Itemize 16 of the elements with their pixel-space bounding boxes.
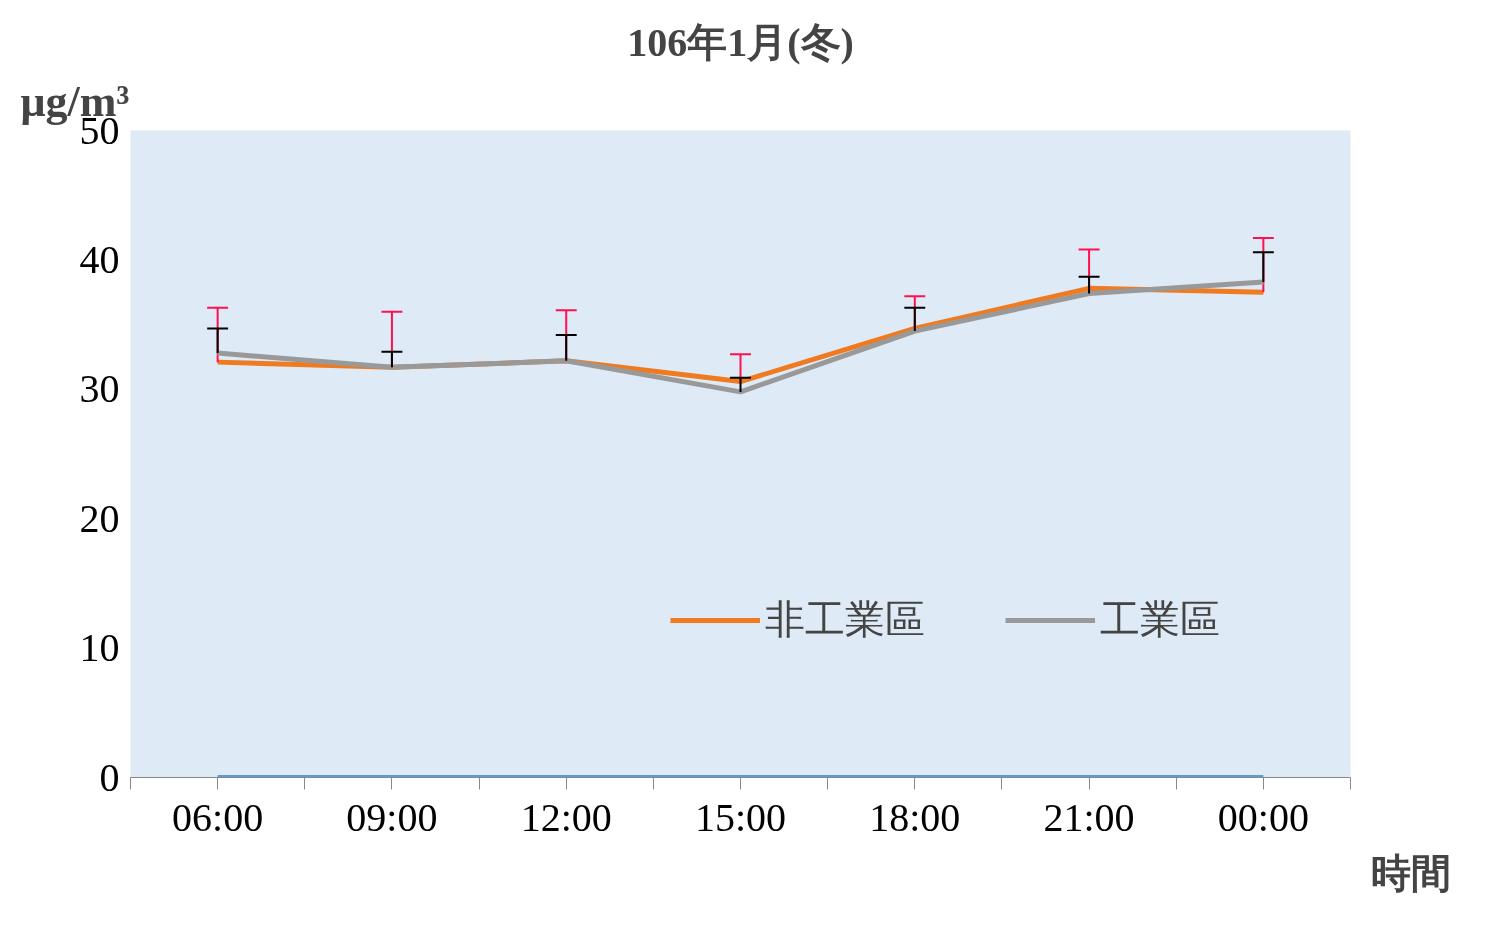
x-tick-label: 15:00 xyxy=(694,794,787,840)
y-tick-label: 30 xyxy=(79,366,120,412)
x-tick-label: 12:00 xyxy=(520,794,612,840)
x-tick-label: 21:00 xyxy=(1043,794,1135,840)
x-tick-label: 18:00 xyxy=(869,794,961,840)
chart-title: 106年1月(冬) xyxy=(627,19,854,65)
x-tick-label: 09:00 xyxy=(346,794,438,840)
legend-label: 工業區 xyxy=(1100,595,1220,644)
x-tick-label: 00:00 xyxy=(1217,794,1309,840)
y-tick-label: 40 xyxy=(79,236,120,282)
y-tick-label: 10 xyxy=(79,625,120,671)
y-tick-label: 20 xyxy=(79,495,120,541)
x-axis-title: 時間 xyxy=(1370,849,1451,896)
y-tick-label: 0 xyxy=(99,754,120,800)
legend-label: 非工業區 xyxy=(765,595,925,644)
x-tick-label: 06:00 xyxy=(172,794,264,840)
